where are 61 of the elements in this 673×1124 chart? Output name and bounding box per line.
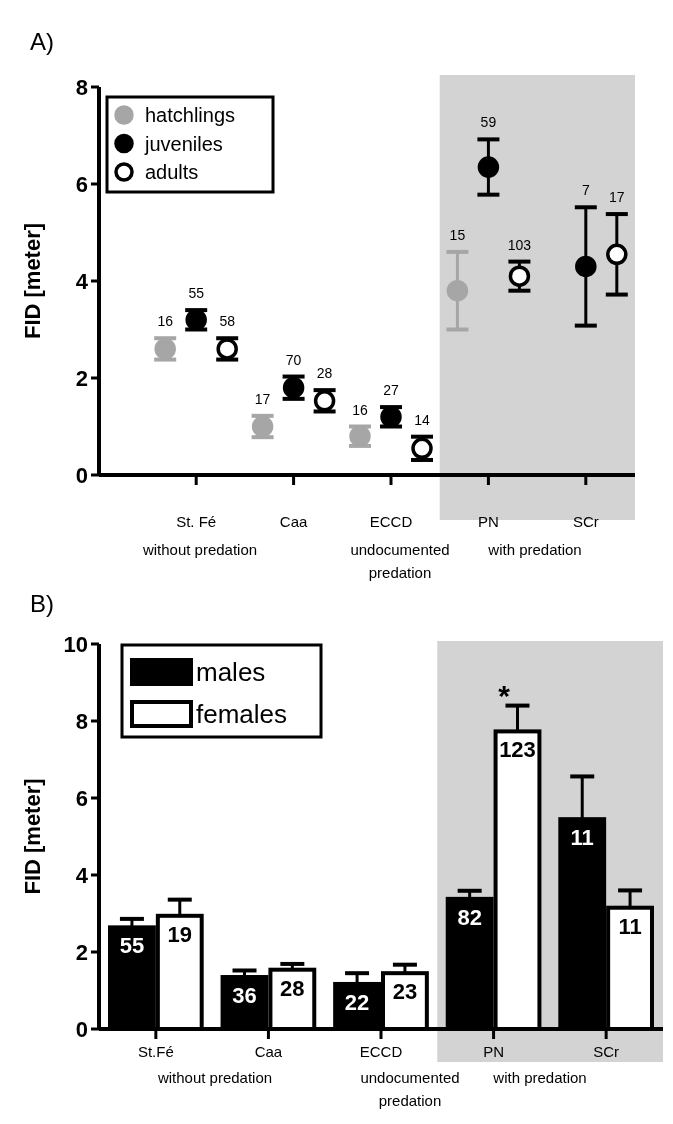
annotation: 123 <box>499 737 536 763</box>
x-tick-label: SCr <box>572 513 599 530</box>
legend-label: adults <box>145 161 199 183</box>
y-tick-label: 8 <box>75 709 88 734</box>
text: undocumented predation <box>350 541 450 581</box>
annotation: 70 <box>285 351 302 368</box>
annotation: * <box>498 679 511 712</box>
legend-label: males <box>196 657 266 688</box>
annotation: 17 <box>254 390 271 407</box>
x-tick-label: St.Fé <box>137 1043 174 1060</box>
text: without predation <box>141 541 258 558</box>
legend-label: hatchlings <box>145 104 236 126</box>
chart-title: B) <box>30 590 54 617</box>
annotation: 23 <box>392 979 418 1005</box>
annotation: 103 <box>507 236 532 253</box>
annotation: 22 <box>344 989 370 1015</box>
text: with predation <box>487 541 582 558</box>
legend-label: juveniles <box>144 132 223 155</box>
annotation: 11 <box>618 913 642 939</box>
x-tick-label: Caa <box>254 1043 283 1060</box>
annotation: 55 <box>188 285 205 302</box>
x-tick-label: SCr <box>593 1043 620 1060</box>
x-tick-label: Caa <box>279 513 308 530</box>
annotation: 14 <box>414 411 430 428</box>
annotation: 7 <box>581 182 590 199</box>
y-tick-label: 2 <box>75 940 88 965</box>
annotation: 55 <box>119 933 145 959</box>
y-axis-title: FID [meter] <box>20 222 45 340</box>
text: with predation <box>492 1069 587 1086</box>
y-tick-label: 0 <box>75 463 88 488</box>
y-tick-label: 4 <box>75 269 89 294</box>
y-tick-label: 4 <box>75 863 89 888</box>
y-axis-title: FID [meter] <box>20 778 45 895</box>
annotation: 16 <box>352 401 368 418</box>
y-tick-label: 2 <box>75 366 88 391</box>
y-tick-label: 8 <box>75 75 88 100</box>
annotation: 82 <box>457 904 482 930</box>
x-tick-label: ECCD <box>359 1043 403 1060</box>
annotation: 11 <box>570 825 594 851</box>
y-tick-label: 10 <box>63 632 88 657</box>
x-tick-label: PN <box>483 1043 504 1060</box>
annotation: 58 <box>219 313 236 330</box>
annotation: 28 <box>316 365 333 382</box>
chart-title: A) <box>30 28 54 55</box>
x-tick-label: PN <box>477 513 499 530</box>
x-tick-label: St. Fé <box>176 513 217 530</box>
annotation: 28 <box>280 975 305 1001</box>
annotation: 59 <box>480 114 497 131</box>
y-tick-label: 6 <box>75 786 88 811</box>
annotation: 19 <box>167 921 193 947</box>
x-tick-label: ECCD <box>369 513 413 530</box>
annotation: 15 <box>449 226 466 243</box>
y-tick-label: 0 <box>75 1017 88 1042</box>
annotation: 27 <box>383 382 399 399</box>
text: without predation <box>156 1069 273 1086</box>
legend-label: females <box>196 699 288 730</box>
annotation: 16 <box>157 313 174 330</box>
annotation: 17 <box>609 189 625 206</box>
y-tick-label: 6 <box>75 172 88 197</box>
annotation: 36 <box>232 983 257 1009</box>
text: undocumented predation <box>360 1069 460 1109</box>
